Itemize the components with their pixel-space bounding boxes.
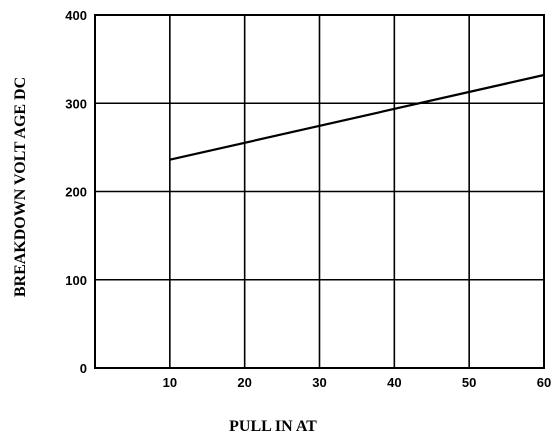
x-tick-label-60: 60: [537, 375, 551, 390]
y-tick-label-200: 200: [65, 185, 87, 200]
y-tick-label-0: 0: [80, 361, 87, 376]
plot-area: 0 100 200 300 400 10 20 30 40 50 60: [65, 8, 551, 390]
x-tick-label-10: 10: [163, 375, 177, 390]
x-tick-label-30: 30: [312, 375, 326, 390]
y-tick-label-100: 100: [65, 273, 87, 288]
y-tick-label-400: 400: [65, 8, 87, 23]
plot-frame: [94, 14, 545, 369]
x-tick-label-40: 40: [387, 375, 401, 390]
series-line-0: [169, 73, 545, 161]
x-tick-label-20: 20: [237, 375, 251, 390]
y-tick-label-300: 300: [65, 96, 87, 111]
x-axis-label: PULL IN AT: [229, 418, 317, 435]
x-tick-label-50: 50: [462, 375, 476, 390]
y-axis-label: BREAKDOWN VOLT AGE DC: [12, 77, 29, 297]
